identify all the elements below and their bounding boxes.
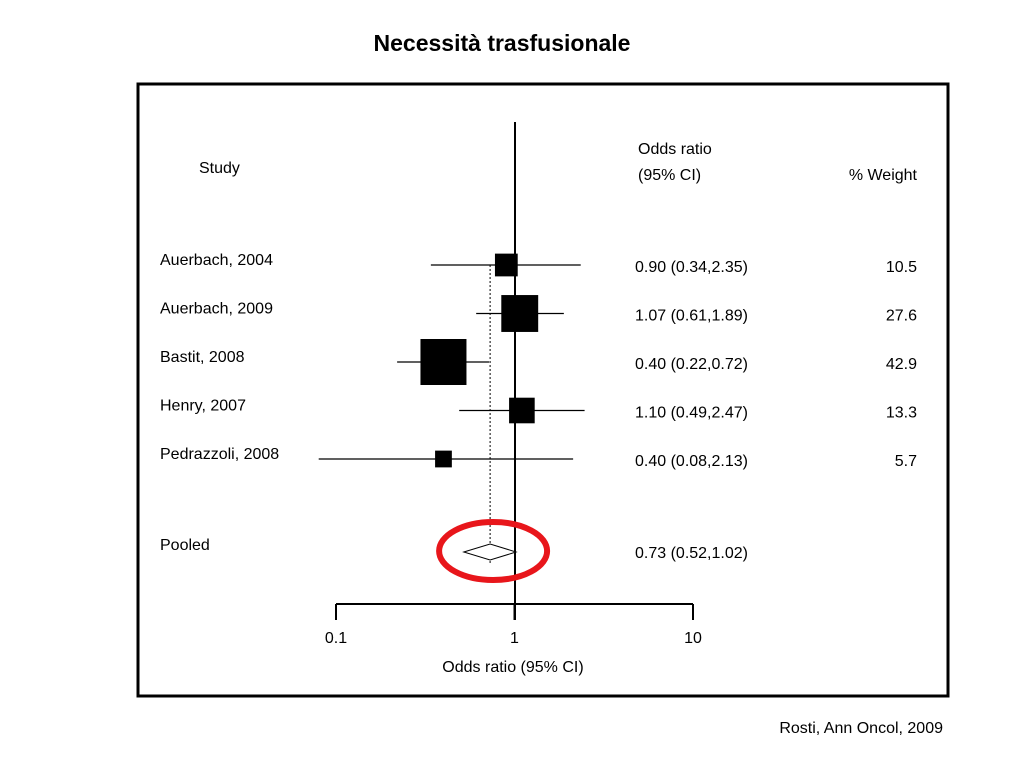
study-marker <box>435 450 452 468</box>
study-weight: 13.3 <box>886 405 917 422</box>
study-name: Bastit, 2008 <box>160 349 245 366</box>
highlight-circle <box>436 519 551 583</box>
header-weight: % Weight <box>849 167 918 184</box>
study-or-label: 1.07 (0.61,1.89) <box>635 308 748 325</box>
study-marker <box>494 253 518 277</box>
study-marker <box>501 295 539 332</box>
study-or-label: 0.40 (0.08,2.13) <box>635 453 748 470</box>
study-or-label: 1.10 (0.49,2.47) <box>635 405 748 422</box>
study-weight: 10.5 <box>886 259 917 276</box>
x-axis-ticks: 0.1 1 10 <box>325 604 702 647</box>
study-weight: 42.9 <box>886 356 917 373</box>
study-rows: Auerbach, 2004 0.90 (0.34,2.35) 10.5 Auerba… <box>160 252 917 470</box>
header-study: Study <box>199 160 240 177</box>
header-ci: (95% CI) <box>638 167 701 184</box>
plot-frame <box>136 82 950 698</box>
study-marker <box>420 339 467 385</box>
study-or-label: 0.90 (0.34,2.35) <box>635 259 748 276</box>
x-axis-label: Odds ratio (95% CI) <box>442 659 583 676</box>
study-name: Auerbach, 2004 <box>160 252 273 269</box>
study-weight: 27.6 <box>886 308 917 325</box>
pooled-or-label: 0.73 (0.52,1.02) <box>635 545 748 562</box>
x-tick-label: 0.1 <box>325 630 347 647</box>
study-or-label: 0.40 (0.22,0.72) <box>635 356 748 373</box>
slide-title: Necessità trasfusionale <box>373 30 631 56</box>
citation: Rosti, Ann Oncol, 2009 <box>779 720 943 737</box>
pooled-diamond <box>462 543 518 561</box>
study-name: Henry, 2007 <box>160 398 246 415</box>
x-tick-label: 1 <box>510 630 519 647</box>
header-odds-ratio: Odds ratio <box>638 141 712 158</box>
study-name: Auerbach, 2009 <box>160 301 273 318</box>
study-weight: 5.7 <box>895 453 917 470</box>
x-tick-label: 10 <box>684 630 702 647</box>
pooled-label: Pooled <box>160 537 210 554</box>
study-name: Pedrazzoli, 2008 <box>160 446 279 463</box>
study-marker <box>509 397 535 424</box>
